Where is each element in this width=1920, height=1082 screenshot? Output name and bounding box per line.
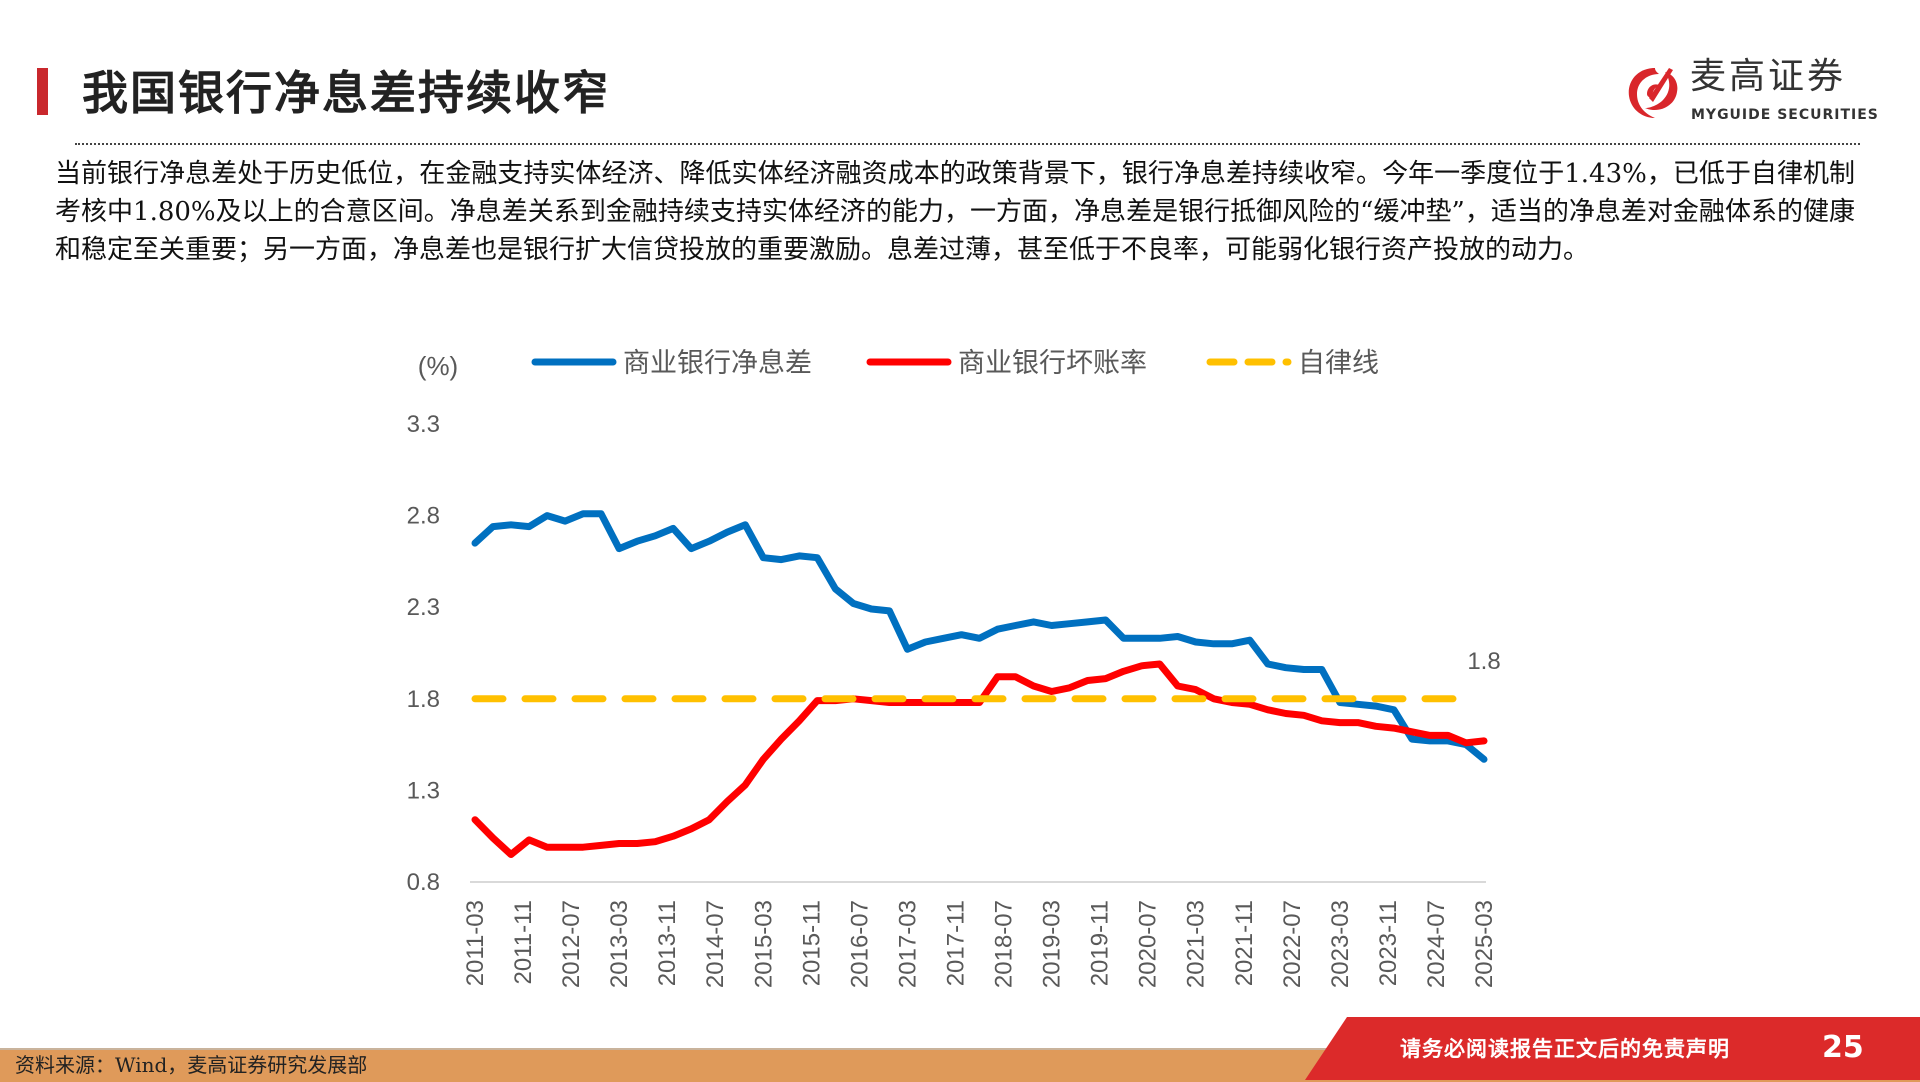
y-axis-unit-label: (%) bbox=[418, 351, 458, 381]
x-tick-label: 2024-07 bbox=[1423, 900, 1450, 988]
data-label: 1.8 bbox=[1467, 648, 1500, 675]
x-tick-label: 2017-03 bbox=[894, 900, 921, 988]
legend-label: 商业银行坏账率 bbox=[958, 348, 1147, 378]
x-tick-label: 2023-11 bbox=[1375, 900, 1402, 986]
x-tick-label: 2012-07 bbox=[558, 900, 585, 988]
x-tick-label: 2016-07 bbox=[846, 900, 873, 988]
y-tick-label: 1.8 bbox=[407, 686, 440, 713]
x-tick-label: 2015-03 bbox=[750, 900, 777, 988]
x-tick-label: 2021-03 bbox=[1183, 900, 1210, 988]
x-tick-label: 2013-03 bbox=[606, 900, 633, 988]
x-tick-label: 2021-11 bbox=[1231, 900, 1258, 986]
x-tick-label: 2013-11 bbox=[654, 900, 681, 986]
plot-area: 1.8 bbox=[475, 514, 1501, 855]
x-tick-label: 2011-03 bbox=[462, 900, 489, 986]
x-axis: 2011-03 2011-11 2012-07 2013-03 2013-11 2014-… bbox=[462, 882, 1498, 988]
x-tick-label: 2015-11 bbox=[798, 900, 825, 986]
page-number: 25 bbox=[1822, 1030, 1864, 1066]
legend-label: 自律线 bbox=[1298, 348, 1379, 378]
x-tick-label: 2020-07 bbox=[1135, 900, 1162, 988]
x-tick-label: 2018-07 bbox=[991, 900, 1018, 988]
x-tick-label: 2017-11 bbox=[942, 900, 969, 986]
x-tick-label: 2019-03 bbox=[1039, 900, 1066, 988]
legend: 商业银行净息差 商业银行坏账率 自律线 bbox=[535, 348, 1379, 378]
legend-label: 商业银行净息差 bbox=[623, 348, 812, 378]
disclaimer-text: 请务必阅读报告正文后的免责声明 bbox=[1400, 1035, 1730, 1063]
y-tick-label: 2.8 bbox=[407, 503, 440, 530]
y-tick-label: 1.3 bbox=[407, 777, 440, 804]
source-note: 资料来源：Wind，麦高证券研究发展部 bbox=[15, 1052, 367, 1078]
y-tick-label: 0.8 bbox=[407, 869, 440, 896]
x-tick-label: 2025-03 bbox=[1471, 900, 1498, 988]
x-tick-label: 2022-07 bbox=[1279, 900, 1306, 988]
y-tick-label: 3.3 bbox=[407, 411, 440, 438]
x-tick-label: 2014-07 bbox=[702, 900, 729, 988]
x-tick-label: 2019-11 bbox=[1087, 900, 1114, 986]
x-tick-label: 2011-11 bbox=[510, 900, 537, 985]
y-tick-label: 2.3 bbox=[407, 594, 440, 621]
x-tick-label: 2023-03 bbox=[1327, 900, 1354, 988]
y-axis: 3.3 2.8 2.3 1.8 1.3 0.8 bbox=[407, 411, 440, 896]
